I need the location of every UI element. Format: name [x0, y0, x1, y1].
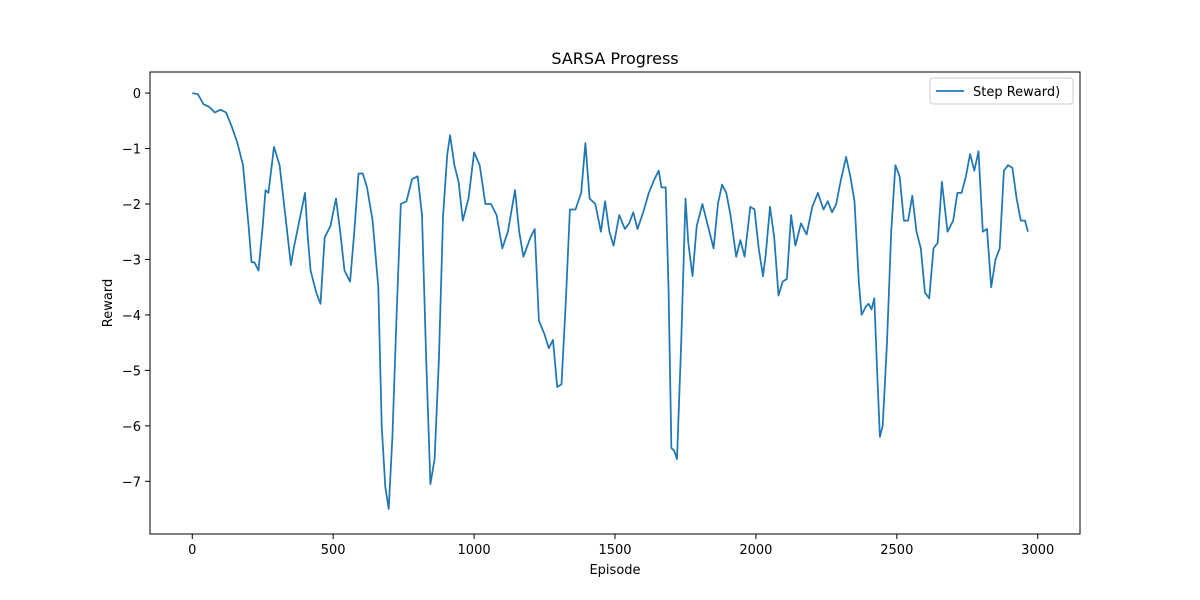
x-tick-label: 2500	[880, 543, 913, 558]
x-tick-label: 1500	[598, 543, 631, 558]
y-tick-label: 0	[133, 87, 141, 102]
x-tick-label: 2000	[739, 543, 772, 558]
legend-label: Step Reward)	[973, 85, 1060, 100]
y-tick-label: −4	[122, 309, 141, 324]
series-line-step-reward	[192, 92, 1029, 510]
x-tick-label: 1000	[458, 543, 491, 558]
y-axis-label: Reward	[101, 279, 116, 327]
y-tick-label: −5	[122, 364, 141, 379]
legend: Step Reward)	[929, 77, 1074, 105]
y-tick-label: −1	[122, 143, 141, 158]
x-tick-label: 500	[321, 543, 346, 558]
y-tick-label: −3	[122, 253, 141, 268]
plot-frame	[149, 71, 1081, 535]
x-tick-label: 3000	[1021, 543, 1054, 558]
x-tick-label: 0	[188, 543, 196, 558]
y-tick-label: −2	[122, 198, 141, 213]
chart-title: SARSA Progress	[551, 49, 678, 68]
ticks-layer: 0 500 1000 1500 2000 2500 3000 0 −1 −2 −3 −4 −5 −6 −7	[122, 87, 1054, 558]
y-tick-label: −7	[122, 475, 141, 490]
legend-box	[929, 77, 1074, 105]
y-tick-label: −6	[122, 420, 141, 435]
x-axis-label: Episode	[589, 563, 640, 578]
